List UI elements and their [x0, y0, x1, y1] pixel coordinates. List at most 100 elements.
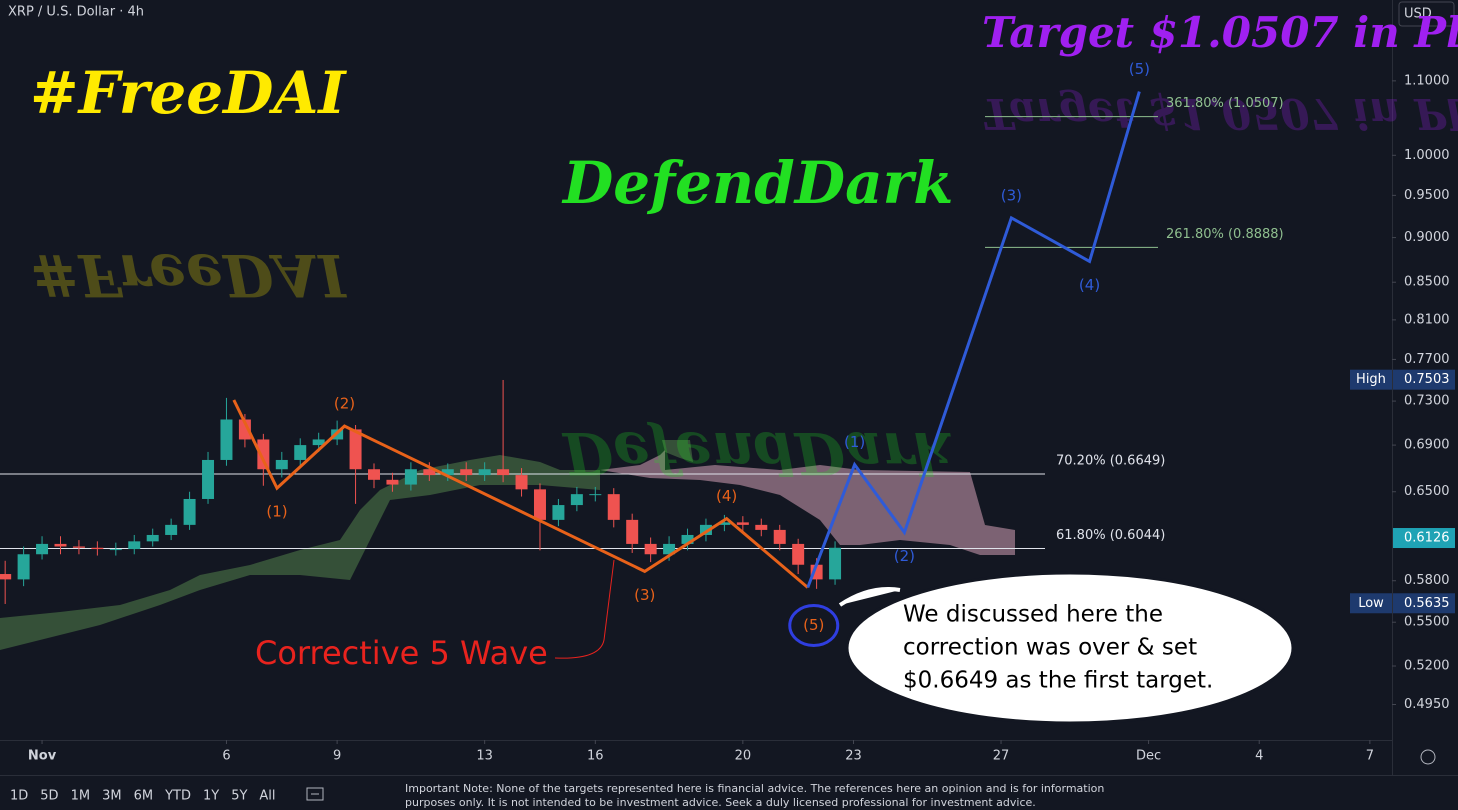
- x-tick-label: 16: [587, 749, 604, 764]
- candle-body: [238, 419, 251, 440]
- wave-label: (4): [716, 487, 737, 505]
- wave-label: (3): [1001, 186, 1022, 204]
- x-tick-label: 7: [1366, 749, 1374, 764]
- currency-select[interactable]: [1398, 1, 1455, 27]
- wave-line: [806, 91, 1141, 589]
- candle-body: [699, 524, 712, 535]
- range-button[interactable]: All: [259, 789, 275, 804]
- callout: [845, 571, 1295, 725]
- tag-reflection: #FreeDAI: [30, 241, 347, 309]
- fib-label: 361.80% (1.0507): [1166, 96, 1284, 111]
- price-badge-tag: [1350, 369, 1392, 390]
- range-button[interactable]: 1D: [10, 789, 28, 804]
- callout-line: We discussed here the: [903, 602, 1163, 628]
- range-button[interactable]: 5Y: [231, 789, 247, 804]
- wave-label: (5): [803, 616, 824, 634]
- candle-body: [626, 519, 639, 544]
- candle-body: [663, 543, 676, 555]
- price-badge: [1393, 369, 1455, 390]
- candle-body: [91, 547, 104, 550]
- candle-body: [441, 469, 454, 476]
- price-badge-value: 0.6126: [1404, 531, 1450, 546]
- level-label: 70.20% (0.6649): [1056, 454, 1165, 469]
- wave-note: Corrective 5 Wave: [255, 634, 548, 672]
- candle-body: [183, 498, 196, 525]
- axis-border: [0, 740, 1392, 741]
- candle-body: [109, 549, 122, 551]
- y-tick-label: 0.5800: [1404, 573, 1450, 588]
- candle-body: [386, 479, 399, 485]
- range-button[interactable]: 1Y: [203, 789, 219, 804]
- y-tick-label: 1.0000: [1404, 148, 1450, 163]
- wave-line: [232, 399, 809, 589]
- headline: Target $1.0507 in Play: [982, 8, 1458, 57]
- candle-body: [257, 439, 270, 470]
- price-badge-tag: [1350, 593, 1392, 614]
- y-tick-label: 0.8100: [1404, 312, 1450, 327]
- y-tick-label: 0.9500: [1404, 188, 1450, 203]
- fib-label: 261.80% (0.8888): [1166, 227, 1284, 242]
- wave-label: (1): [844, 433, 865, 451]
- candle-body: [607, 494, 620, 520]
- candle-body: [165, 524, 178, 535]
- candle-body: [146, 534, 159, 542]
- candle-body: [312, 439, 325, 446]
- candle-body: [644, 543, 657, 555]
- candle-body: [294, 445, 307, 460]
- y-tick-label: 0.6500: [1404, 484, 1450, 499]
- axis-border: [1392, 0, 1393, 775]
- candle-body: [128, 541, 141, 550]
- candle-body: [736, 522, 749, 525]
- candle-body: [36, 543, 49, 555]
- range-button[interactable]: 3M: [102, 789, 122, 804]
- cloud-bull: [662, 440, 693, 462]
- price-badge-value: 0.5635: [1404, 596, 1450, 611]
- headline-reflection: Target $1.0507 in Play: [982, 89, 1458, 138]
- callout-line: $0.6649 as the first target.: [903, 668, 1213, 694]
- x-tick-label: 4: [1255, 749, 1263, 764]
- wave-highlight: [788, 603, 840, 647]
- wave-note-pointer: [554, 559, 615, 659]
- x-tick-label: Dec: [1136, 749, 1161, 764]
- range-button[interactable]: 6M: [134, 789, 154, 804]
- y-tick-label: 0.8500: [1404, 275, 1450, 290]
- candle-body: [552, 505, 565, 520]
- callout-tail: [838, 587, 901, 607]
- price-badge-value: 0.7503: [1404, 372, 1450, 387]
- price-badge-label: Low: [1358, 596, 1384, 611]
- candle-body: [497, 469, 510, 476]
- candle-body: [220, 419, 233, 460]
- candle-body: [423, 469, 436, 476]
- disclaimer: Important Note: None of the targets repr…: [405, 782, 1104, 795]
- candle-body: [533, 489, 546, 520]
- wave-label: (2): [894, 547, 915, 565]
- price-badge: [1393, 528, 1455, 549]
- range-button[interactable]: 5D: [40, 789, 58, 804]
- candle-body: [368, 469, 380, 480]
- wave-label: (4): [1079, 276, 1100, 294]
- range-button[interactable]: YTD: [164, 789, 191, 804]
- candle-body: [570, 494, 583, 506]
- compare-icon[interactable]: [306, 787, 324, 801]
- candle-body: [810, 564, 823, 580]
- candle-body: [460, 469, 473, 476]
- candle-body: [589, 494, 602, 496]
- brand-reflection: DefendDark: [561, 419, 953, 487]
- x-tick-label: 20: [735, 749, 752, 764]
- candle-body: [478, 469, 491, 476]
- callout-line: correction was over & set: [903, 635, 1197, 661]
- candle-body: [17, 554, 30, 580]
- range-button[interactable]: 1M: [71, 789, 91, 804]
- currency[interactable]: USD: [1404, 7, 1432, 22]
- wave-label: (2): [334, 395, 355, 413]
- candle-body: [404, 469, 417, 485]
- settings-icon[interactable]: [1420, 749, 1436, 765]
- price-badge-label: High: [1356, 372, 1386, 387]
- x-tick-label: 6: [222, 749, 230, 764]
- candle-body: [202, 459, 215, 499]
- price-badge: [1393, 593, 1455, 614]
- disclaimer: purposes only. It is not intended to be …: [405, 796, 1036, 809]
- candle-body: [829, 547, 842, 580]
